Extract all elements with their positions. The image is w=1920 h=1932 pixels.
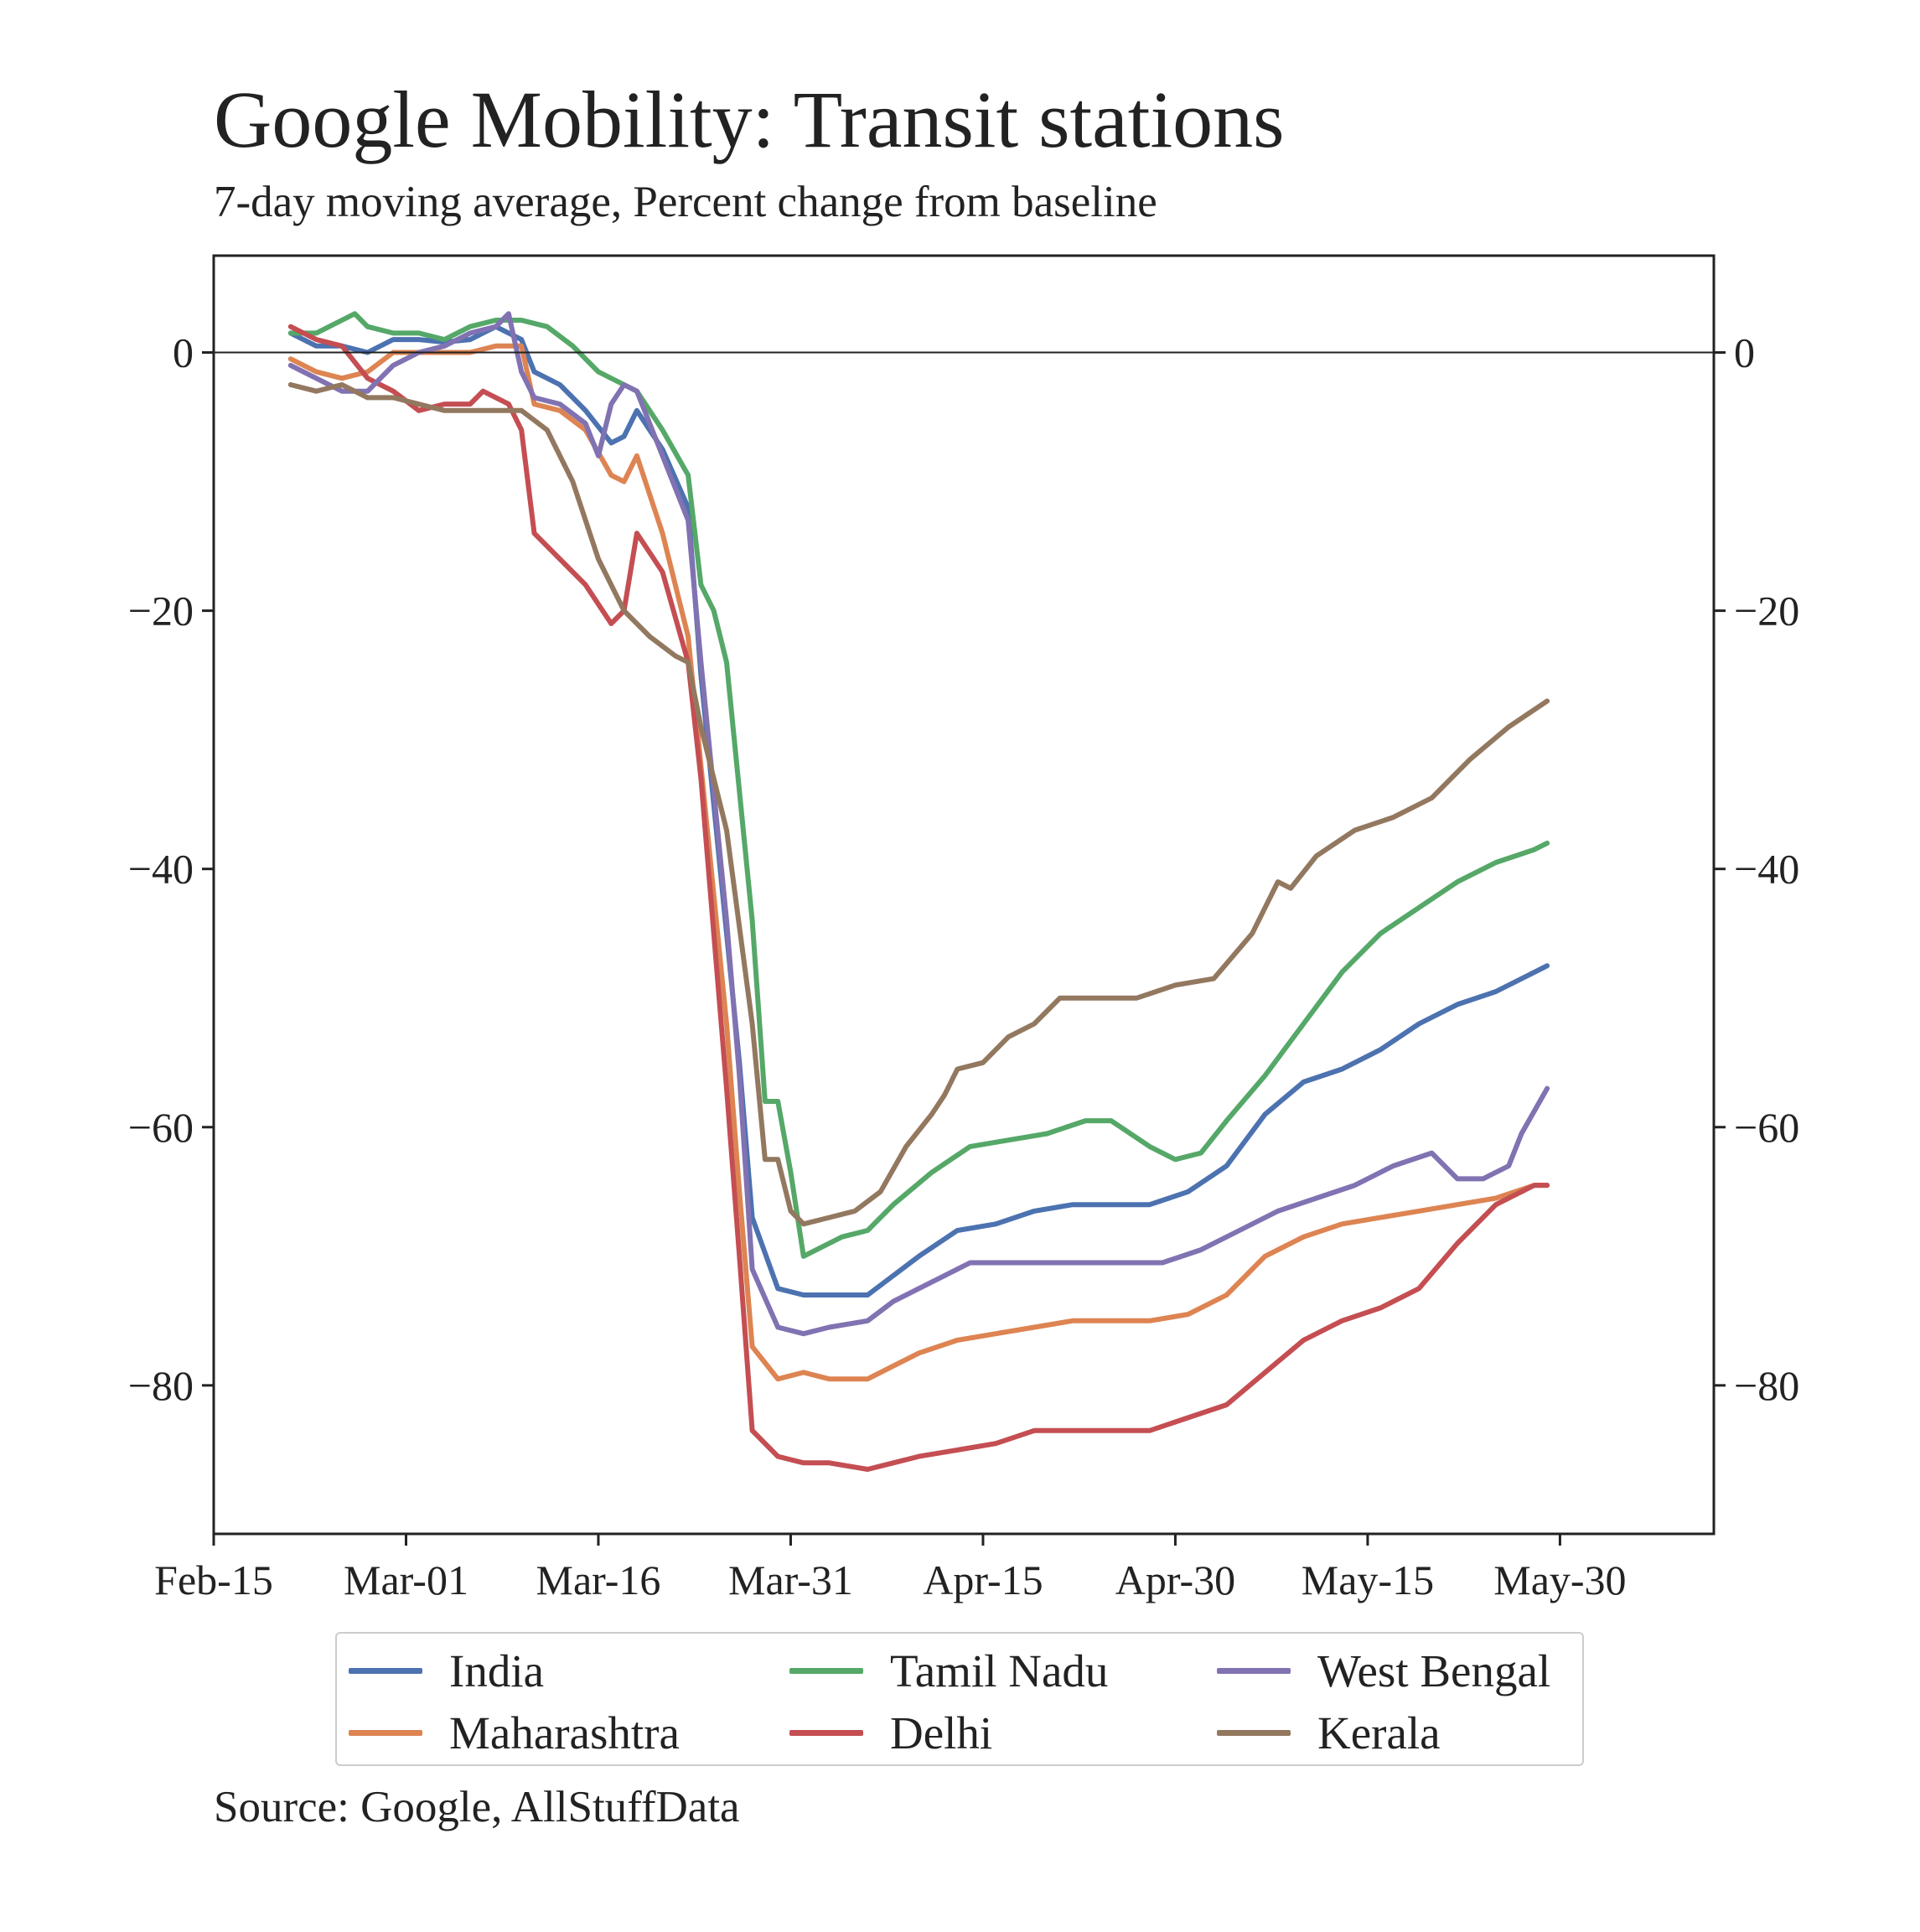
legend-label: Delhi bbox=[890, 1707, 993, 1758]
legend-label: Maharashtra bbox=[449, 1707, 680, 1758]
y-tick-label-right: 0 bbox=[1734, 329, 1755, 376]
chart-subtitle: 7-day moving average, Percent change fro… bbox=[214, 178, 1157, 226]
legend-item-maharashtra: Maharashtra bbox=[349, 1707, 680, 1758]
legend-label: India bbox=[449, 1645, 545, 1696]
legend-item-india: India bbox=[349, 1645, 544, 1696]
x-tick-label: Apr-30 bbox=[1115, 1556, 1235, 1603]
legend-item-tamil-nadu: Tamil Nadu bbox=[789, 1645, 1108, 1696]
series-line-tamil-nadu bbox=[287, 311, 1550, 1259]
series-line-kerala bbox=[287, 382, 1550, 1227]
x-tick-label: Mar-16 bbox=[536, 1556, 660, 1603]
legend-label: Kerala bbox=[1317, 1707, 1441, 1758]
legend-label: West Bengal bbox=[1317, 1645, 1551, 1696]
x-tick-label: Feb-15 bbox=[154, 1556, 273, 1603]
x-tick-label: May-30 bbox=[1493, 1556, 1626, 1603]
legend-swatch bbox=[789, 1729, 863, 1736]
x-tick-label: Mar-31 bbox=[728, 1556, 853, 1603]
y-tick-label-left: −60 bbox=[128, 1104, 194, 1151]
plot-frame bbox=[212, 254, 1716, 1536]
y-tick-label-right: −20 bbox=[1734, 588, 1799, 635]
chart-title: Google Mobility: Transit stations bbox=[214, 75, 1285, 164]
y-tick-label-left: −80 bbox=[128, 1362, 194, 1409]
y-tick-label-right: −80 bbox=[1734, 1362, 1799, 1409]
legend-swatch bbox=[789, 1667, 863, 1674]
series-line-west-bengal bbox=[287, 311, 1550, 1337]
x-tick-label: Mar-01 bbox=[344, 1556, 468, 1603]
legend-label: Tamil Nadu bbox=[890, 1645, 1109, 1696]
legend: India Maharashtra Tamil Nadu Delhi West Beng… bbox=[335, 1632, 1584, 1766]
y-tick-label-right: −60 bbox=[1734, 1104, 1799, 1151]
series-layer bbox=[287, 311, 1550, 1472]
y-tick-label-left: 0 bbox=[173, 329, 194, 376]
legend-item-west-bengal: West Bengal bbox=[1217, 1645, 1550, 1696]
legend-item-delhi: Delhi bbox=[789, 1707, 992, 1758]
source-note: Source: Google, AllStuffData bbox=[214, 1783, 740, 1831]
series-line-delhi bbox=[287, 324, 1550, 1472]
axis-layer: 0 0 −20 −20 −40 −40 −60 −60 −80 −80 Feb-15 Mar-01 Ma… bbox=[128, 254, 1799, 1603]
legend-item-kerala: Kerala bbox=[1217, 1707, 1441, 1758]
series-line-maharashtra bbox=[287, 343, 1550, 1382]
y-tick-label-left: −40 bbox=[128, 846, 194, 893]
legend-swatch bbox=[349, 1667, 422, 1674]
x-tick-label: Apr-15 bbox=[923, 1556, 1043, 1603]
legend-swatch bbox=[349, 1729, 422, 1736]
y-tick-label-left: −20 bbox=[128, 588, 194, 635]
legend-swatch bbox=[1217, 1729, 1291, 1736]
y-tick-label-right: −40 bbox=[1734, 846, 1799, 893]
x-tick-label: May-15 bbox=[1302, 1556, 1434, 1603]
series-line-india bbox=[287, 324, 1550, 1297]
legend-swatch bbox=[1217, 1667, 1291, 1674]
